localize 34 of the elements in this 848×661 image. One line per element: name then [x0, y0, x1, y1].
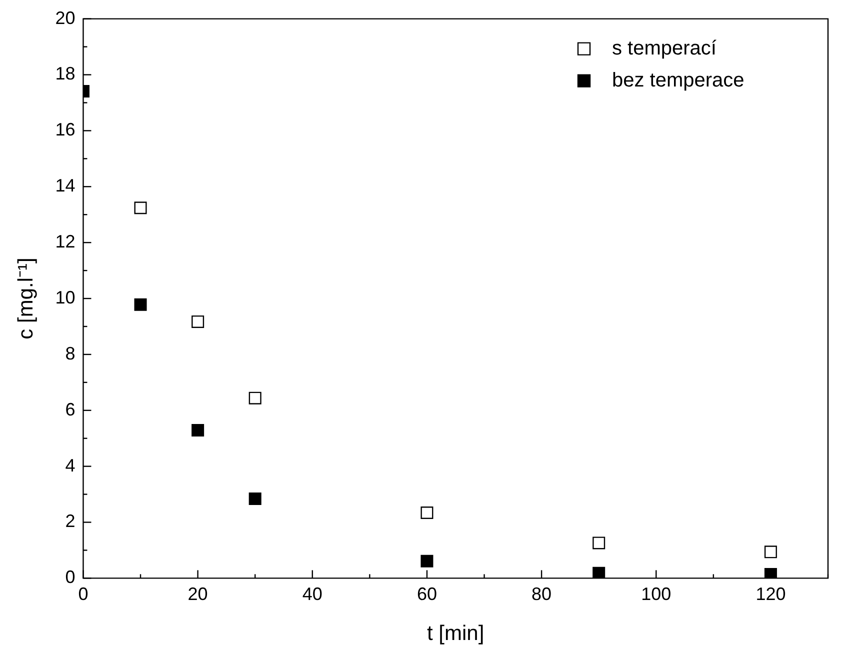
point	[764, 568, 777, 578]
x-axis-title: t [min]	[427, 622, 484, 646]
x-tick-label: 0	[78, 584, 88, 604]
y-tick-label: 10	[55, 287, 76, 308]
y-tick-label: 14	[55, 176, 76, 196]
y-tick-label: 16	[55, 120, 76, 140]
legend-label: s temperací	[612, 37, 717, 60]
y-tick-label: 4	[65, 455, 76, 476]
point	[764, 546, 777, 558]
y-tick-label: 6	[65, 399, 76, 420]
y-tick-label: 2	[65, 511, 76, 532]
x-tick-label: 40	[302, 584, 322, 604]
y-tick-label: 8	[65, 343, 76, 364]
point	[134, 298, 147, 311]
legend-label: bez temperace	[612, 69, 744, 92]
y-tick-label: 20	[55, 8, 76, 28]
point	[248, 392, 262, 404]
point	[134, 202, 147, 214]
point	[592, 566, 606, 578]
x-tick-label: 100	[641, 584, 672, 604]
y-tick-label: 12	[55, 232, 76, 252]
y-tick-label: 18	[55, 64, 76, 84]
point	[420, 554, 434, 568]
point	[248, 492, 262, 506]
x-tick-label: 80	[532, 584, 552, 604]
point	[192, 424, 204, 436]
x-tick-label: 120	[756, 584, 786, 604]
point	[192, 315, 204, 328]
x-tick-label: 60	[416, 584, 437, 604]
y-axis-title: c [mg.l⁻¹]	[14, 258, 38, 340]
y-tick-label: 0	[65, 567, 76, 588]
point	[420, 506, 434, 520]
x-tick-label: 20	[188, 584, 208, 604]
point	[592, 536, 606, 550]
